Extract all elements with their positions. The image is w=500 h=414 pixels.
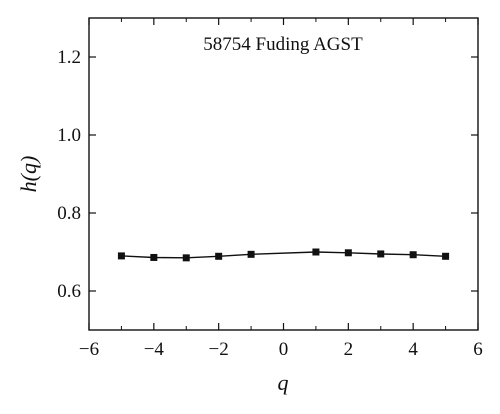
y-tick-label: 0.6 [57, 281, 81, 302]
y-tick-label: 1.2 [57, 47, 81, 68]
series-line [121, 251, 446, 259]
data-point-marker [150, 253, 158, 261]
x-tick-label: −2 [209, 339, 229, 360]
y-tick-label: 1.0 [57, 125, 81, 146]
data-point-marker [377, 250, 385, 258]
data-point-marker [409, 251, 417, 259]
x-tick-label: −4 [144, 339, 165, 360]
y-axis-label: h(q) [16, 156, 41, 193]
data-point-marker [344, 249, 352, 257]
x-tick-label: 0 [279, 339, 289, 360]
ticks-group [88, 18, 479, 330]
series-markers [117, 248, 450, 262]
data-point-marker [182, 254, 190, 262]
y-tick-labels: 0.6 0.8 1.0 1.2 [57, 47, 81, 302]
x-tick-label: 6 [473, 339, 483, 360]
x-tick-label: 4 [408, 339, 418, 360]
data-point-marker [247, 250, 255, 258]
data-point-marker [442, 252, 450, 260]
y-tick-label: 0.8 [57, 203, 81, 224]
data-point-marker [215, 252, 223, 260]
x-tick-label: −6 [79, 339, 99, 360]
x-axis-label: q [278, 370, 289, 395]
x-tick-label: 2 [344, 339, 354, 360]
plot-frame [88, 17, 479, 331]
x-tick-labels: −6 −4 −2 0 2 4 6 [79, 339, 483, 360]
data-point-marker [117, 252, 125, 260]
chart-annotation: 58754 Fuding AGST [203, 34, 363, 55]
data-point-marker [312, 248, 320, 256]
